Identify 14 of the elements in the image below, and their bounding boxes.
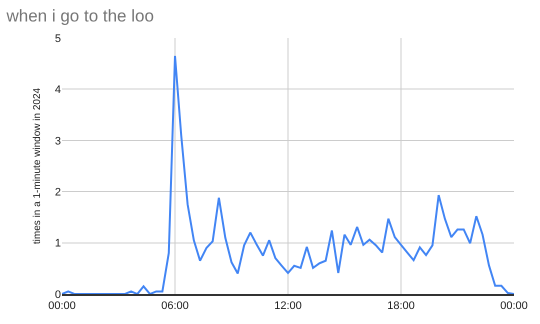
y-tick-label: 3	[54, 135, 61, 148]
x-tick-label: 00:00	[48, 300, 76, 312]
x-tick-label: 00:00	[500, 300, 528, 312]
y-tick-label: 4	[54, 84, 61, 96]
y-tick-label: 1	[54, 238, 61, 250]
y-tick-label: 0	[54, 288, 61, 301]
x-tick-label: 06:00	[161, 300, 189, 312]
line-series	[62, 54, 514, 294]
y-tick-label: 2	[54, 186, 61, 198]
y-axis-title: times in a 1-minute window in 2024	[32, 87, 43, 244]
chart-title: when i go to the loo	[5, 6, 154, 26]
y-tick-label: 5	[54, 32, 61, 45]
x-tick-label: 12:00	[274, 300, 302, 312]
x-tick-label: 18:00	[387, 300, 415, 312]
